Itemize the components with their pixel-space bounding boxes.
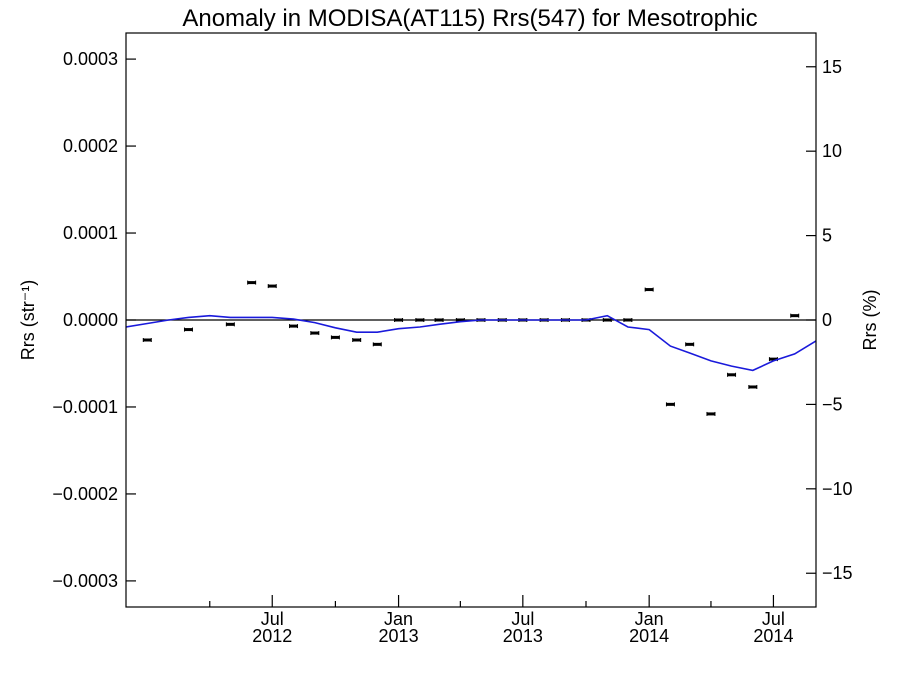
x-tick-month-label: Jul	[511, 609, 534, 629]
y-tick-right-label: 5	[822, 226, 832, 246]
y-tick-left-label: 0.0000	[63, 310, 118, 330]
y-tick-right-label: −10	[822, 479, 853, 499]
y-tick-left-label: 0.0001	[63, 223, 118, 243]
x-tick-year-label: 2014	[629, 626, 669, 646]
x-tick-year-label: 2013	[379, 626, 419, 646]
plot-frame	[125, 32, 817, 608]
y-tick-left-label: 0.0003	[63, 49, 118, 69]
y-axis-label-left: Rrs (str⁻¹)	[18, 280, 38, 360]
y-tick-right-label: −15	[822, 563, 853, 583]
x-tick-month-label: Jan	[384, 609, 413, 629]
x-tick-month-label: Jan	[635, 609, 664, 629]
x-tick-year-label: 2012	[252, 626, 292, 646]
y-tick-left-label: 0.0002	[63, 136, 118, 156]
y-tick-left-label: −0.0003	[52, 571, 118, 591]
x-tick-year-label: 2014	[753, 626, 793, 646]
chart-title: Anomaly in MODISA(AT115) Rrs(547) for Me…	[182, 5, 757, 32]
y-tick-right-label: 15	[822, 57, 842, 77]
x-tick-year-label: 2013	[503, 626, 543, 646]
y-tick-left-label: −0.0002	[52, 484, 118, 504]
x-tick-month-label: Jul	[261, 609, 284, 629]
blue-series-line	[125, 314, 817, 372]
y-tick-left-label: −0.0001	[52, 397, 118, 417]
y-tick-right-label: 10	[822, 141, 842, 161]
y-tick-right-label: −5	[822, 394, 843, 414]
x-tick-month-label: Jul	[762, 609, 785, 629]
plot-area: 0.0003 0.0002 0.0001 0.0000 −0.0001 −0.0002 −0…	[52, 49, 852, 646]
y-axis-label-right: Rrs (%)	[860, 290, 880, 351]
y-tick-right-label: 0	[822, 310, 832, 330]
